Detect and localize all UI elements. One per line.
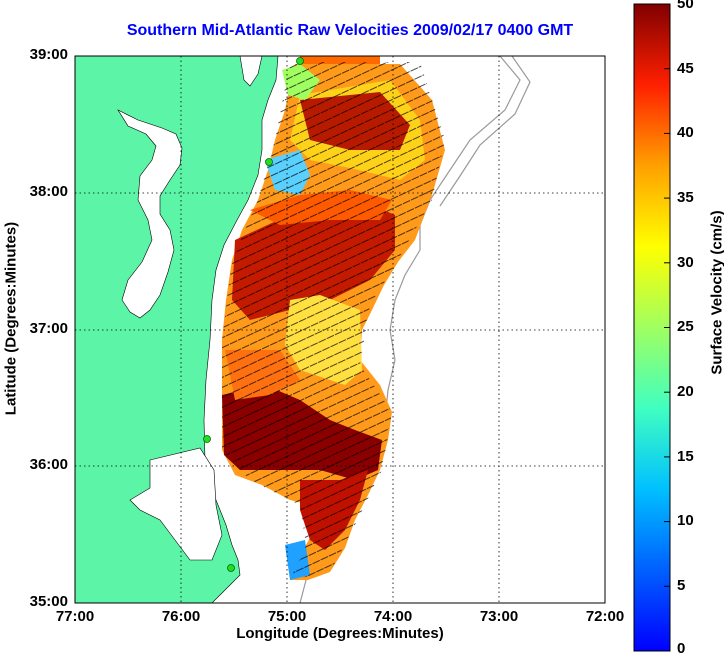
colorbar-tick-label: 15 (677, 448, 694, 465)
colorbar-tick-label: 20 (677, 383, 694, 400)
colorbar-tick-label: 5 (677, 577, 686, 594)
y-tick-label: 35:00 (29, 593, 68, 610)
x-tick-label: 75:00 (267, 608, 307, 625)
y-tick-label: 36:00 (29, 456, 68, 473)
grid-lines (75, 56, 605, 603)
y-tick-label: 39:00 (29, 46, 68, 63)
colorbar-tick-label: 45 (677, 60, 694, 77)
x-tick-label: 73:00 (479, 608, 519, 625)
station-marker (203, 435, 211, 443)
colorbar-tick-label: 25 (677, 318, 694, 335)
velocity-field (222, 56, 445, 580)
plot-frame (74, 55, 606, 604)
y-tick-label: 38:00 (29, 183, 68, 200)
station-marker (265, 158, 273, 166)
colorbar-tick-label: 30 (677, 254, 694, 271)
y-tick-label: 37:00 (29, 320, 68, 337)
colorbar-tick-label: 10 (677, 512, 694, 529)
colorbar-tick-label: 0 (677, 640, 686, 657)
x-tick-label: 77:00 (55, 608, 95, 625)
map-title: Southern Mid-Atlantic Raw Velocities 200… (126, 22, 574, 39)
station-marker (296, 57, 304, 65)
station-marker (227, 564, 235, 572)
colorbar-tick-label: 50 (677, 0, 694, 12)
x-tick-label: 76:00 (161, 608, 201, 625)
y-axis-label: Latitude (Degrees:Minutes) (2, 221, 20, 416)
colorbar-label: Surface Velocity (cm/s) (708, 210, 724, 375)
colorbar-tick-label: 40 (677, 124, 694, 141)
x-tick-label: 72:00 (585, 608, 625, 625)
colorbar-tick-label: 35 (677, 189, 694, 206)
x-axis-label: Longitude (Degrees:Minutes) (236, 625, 444, 642)
x-tick-label: 74:00 (373, 608, 413, 625)
